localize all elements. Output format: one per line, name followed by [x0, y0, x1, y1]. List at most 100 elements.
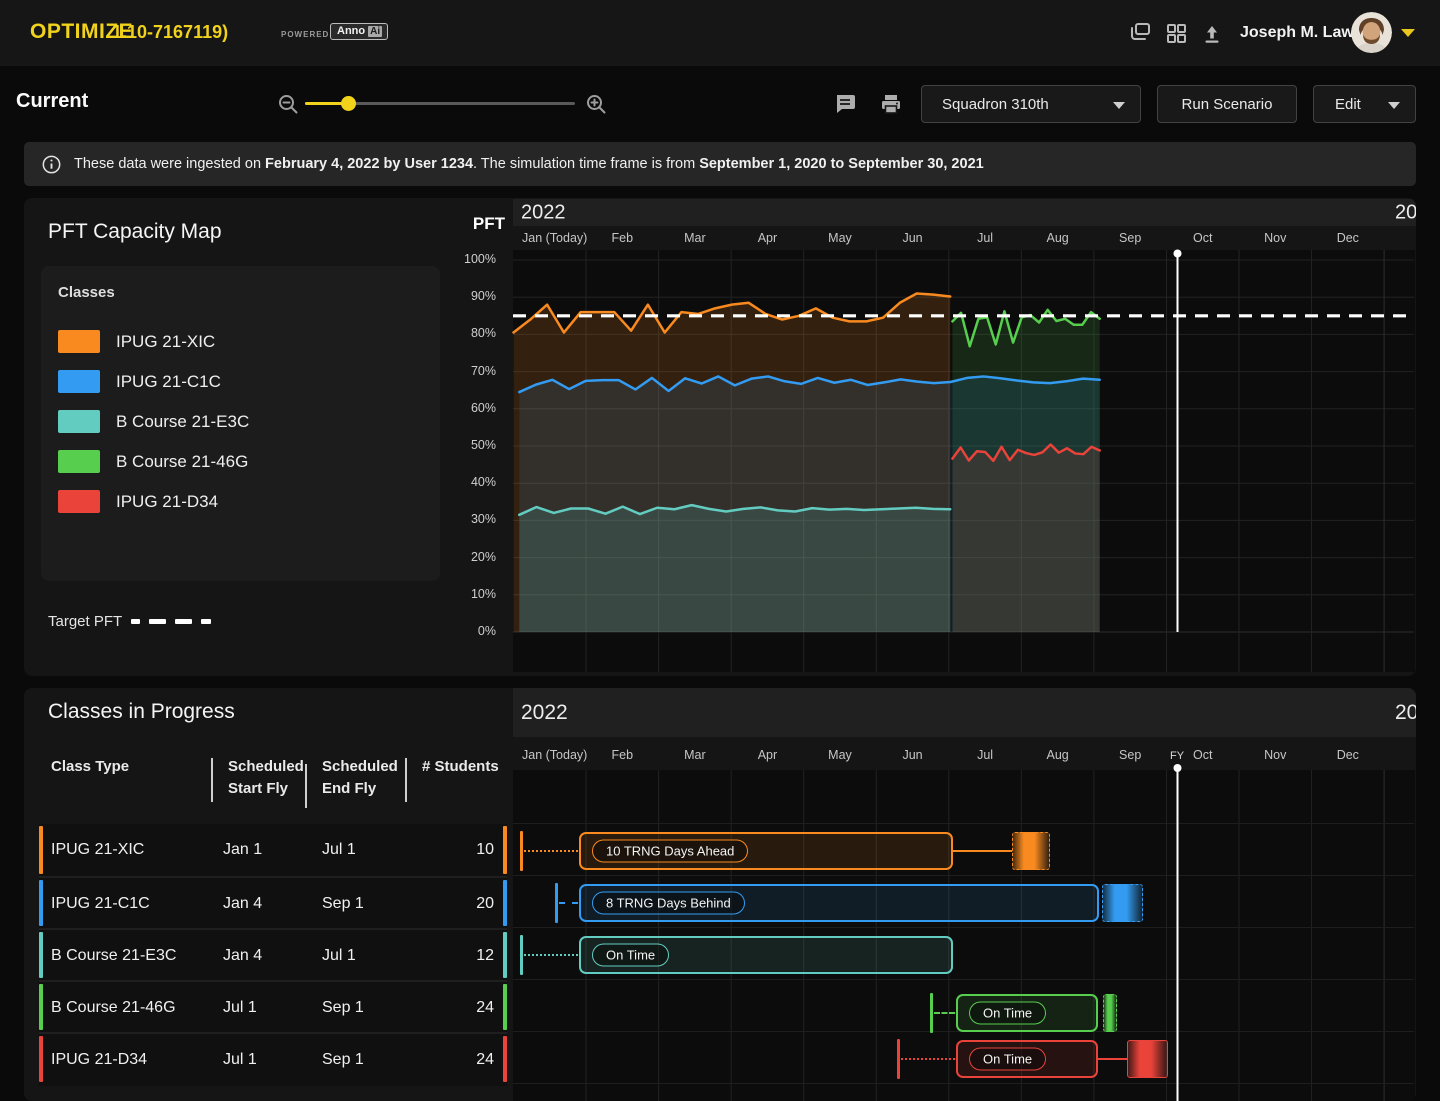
gantt-lead-line-ipug-21-c1c: [559, 902, 578, 904]
anno-brand: Anno: [337, 25, 365, 37]
gantt-start-tick-b-course-21-e3c: [520, 935, 523, 975]
run-scenario-label: Run Scenario: [1182, 96, 1273, 113]
legend-swatch-ipug-21-xic: [58, 330, 100, 353]
grid-view-icon[interactable]: [1164, 21, 1188, 45]
gantt-start-tick-b-course-21-46g: [930, 993, 933, 1033]
ingest-info-banner: These data were ingested on February 4, …: [24, 142, 1416, 186]
anno-ai-badge: Ai: [368, 26, 382, 37]
ingest-info-text: These data were ingested on February 4, …: [74, 156, 984, 172]
squadron-select[interactable]: Squadron 310th: [921, 85, 1141, 123]
view-title: Current: [16, 90, 88, 113]
series-area-b-course-21-e3c: [519, 505, 950, 632]
banner-mid: . The simulation time frame is from: [473, 156, 699, 172]
pft-tick-50: 50%: [436, 438, 496, 452]
gantt-status-pill-b-course-21-e3c: On Time: [592, 944, 669, 967]
pft-capacity-chart: [489, 198, 1416, 676]
app-bar: OPTIMIZE 1.10-7167119) POWERED BY Anno A…: [0, 0, 1440, 66]
gantt-bar-b-course-21-e3c[interactable]: On Time: [579, 936, 953, 974]
timeline-zoom-slider-thumb[interactable]: [341, 96, 356, 111]
pft-tick-80: 80%: [436, 326, 496, 340]
legend-swatch-b-course-21-46g: [58, 450, 100, 473]
edit-button[interactable]: Edit: [1313, 85, 1416, 123]
legend-swatch-b-course-21-e3c: [58, 410, 100, 433]
pft-tick-30: 30%: [436, 512, 496, 526]
pft-tick-90: 90%: [436, 289, 496, 303]
gantt-start-tick-ipug-21-xic: [520, 831, 523, 871]
target-dash: [149, 619, 166, 624]
legend-item-ipug-21-c1c[interactable]: IPUG 21-C1C: [58, 370, 221, 393]
pft-tick-100: 100%: [436, 252, 496, 266]
legend-items: IPUG 21-XIC IPUG 21-C1C B Course 21-E3C B C…: [41, 266, 440, 581]
gantt-bar-ipug-21-xic[interactable]: 10 TRNG Days Ahead: [579, 832, 953, 870]
legend-label: IPUG 21-XIC: [116, 332, 215, 352]
legend-item-ipug-21-xic[interactable]: IPUG 21-XIC: [58, 330, 215, 353]
pft-tick-70: 70%: [436, 364, 496, 378]
run-scenario-button[interactable]: Run Scenario: [1157, 85, 1297, 123]
comment-icon[interactable]: [833, 92, 857, 116]
pft-tick-40: 40%: [436, 475, 496, 489]
gantt-status-pill-b-course-21-46g: On Time: [969, 1002, 1046, 1025]
target-pft-legend: Target PFT: [48, 613, 211, 630]
legend-label: IPUG 21-D34: [116, 492, 218, 512]
classes-in-progress-panel: Classes in Progress Class Type Scheduled…: [24, 688, 1416, 1101]
legend-label: IPUG 21-C1C: [116, 372, 221, 392]
zoom-out-icon[interactable]: [276, 92, 300, 116]
pft-tick-10: 10%: [436, 587, 496, 601]
gantt-lead-line-b-course-21-46g: [934, 1012, 955, 1014]
gantt-status-pill-ipug-21-xic: 10 TRNG Days Ahead: [592, 840, 748, 863]
app-version: 1.10-7167119): [112, 22, 228, 43]
legend-swatch-ipug-21-c1c: [58, 370, 100, 393]
edit-label: Edit: [1335, 96, 1361, 113]
gantt-end-block-ipug-21-xic[interactable]: [1012, 832, 1050, 870]
squadron-select-value: Squadron 310th: [942, 96, 1049, 113]
anno-ai-logo: Anno Ai: [330, 23, 388, 40]
user-menu-caret-icon[interactable]: [1401, 29, 1415, 37]
legend-item-ipug-21-d34[interactable]: IPUG 21-D34: [58, 490, 218, 513]
gantt-lead-line-ipug-21-d34: [901, 1058, 955, 1060]
gantt-connector-ipug-21-d34: [1098, 1058, 1127, 1061]
gantt-end-block-ipug-21-c1c[interactable]: [1102, 884, 1143, 922]
print-icon[interactable]: [879, 92, 903, 116]
pft-tick-0: 0%: [436, 624, 496, 638]
gantt-lead-line-b-course-21-e3c: [524, 954, 578, 956]
upload-icon[interactable]: [1200, 21, 1224, 45]
gantt-bar-ipug-21-c1c[interactable]: 8 TRNG Days Behind: [579, 884, 1099, 922]
pft-capacity-panel: PFT Capacity Map Classes IPUG 21-XICIPUG…: [24, 198, 1416, 676]
gantt-connector-ipug-21-xic: [953, 850, 1012, 853]
gantt-end-block-b-course-21-46g[interactable]: [1103, 994, 1117, 1032]
stacked-windows-icon[interactable]: [1128, 21, 1152, 45]
legend-label: B Course 21-E3C: [116, 412, 249, 432]
pft-panel-title: PFT Capacity Map: [48, 220, 222, 244]
gantt-end-block-ipug-21-d34[interactable]: [1127, 1040, 1168, 1078]
legend-item-b-course-21-e3c[interactable]: B Course 21-E3C: [58, 410, 249, 433]
fy-marker-dot: [1174, 250, 1182, 258]
user-name: Joseph M. Law: [1240, 24, 1354, 42]
legend-swatch-ipug-21-d34: [58, 490, 100, 513]
gantt-start-tick-ipug-21-d34: [897, 1039, 900, 1079]
chevron-down-icon: [1113, 102, 1125, 109]
banner-timeframe: September 1, 2020 to September 30, 2021: [699, 156, 984, 172]
gantt-status-pill-ipug-21-c1c: 8 TRNG Days Behind: [592, 892, 745, 915]
gantt-bar-ipug-21-d34[interactable]: On Time: [956, 1040, 1098, 1078]
banner-prefix: These data were ingested on: [74, 156, 265, 172]
gantt-status-pill-ipug-21-d34: On Time: [969, 1048, 1046, 1071]
banner-ingested-date: February 4, 2022 by User 1234: [265, 156, 473, 172]
gantt-bars: 10 TRNG Days Ahead 8 TRNG Days Behind On T…: [24, 688, 1416, 1101]
target-dash: [131, 619, 140, 624]
target-dash: [201, 619, 211, 624]
zoom-in-icon[interactable]: [584, 92, 608, 116]
gantt-bar-b-course-21-46g[interactable]: On Time: [956, 994, 1098, 1032]
classes-legend-card: Classes IPUG 21-XICIPUG 21-C1CB Course 2…: [41, 266, 440, 581]
gantt-start-tick-ipug-21-c1c: [555, 883, 558, 923]
avatar[interactable]: [1351, 12, 1392, 53]
info-icon: [42, 155, 61, 174]
target-dash: [175, 619, 192, 624]
pft-tick-20: 20%: [436, 550, 496, 564]
target-pft-label: Target PFT: [48, 613, 122, 630]
legend-item-b-course-21-46g[interactable]: B Course 21-46G: [58, 450, 248, 473]
chevron-down-icon: [1388, 102, 1400, 109]
gantt-lead-line-ipug-21-xic: [524, 850, 578, 852]
legend-label: B Course 21-46G: [116, 452, 248, 472]
dashboard: OPTIMIZE 1.10-7167119) POWERED BY Anno A…: [0, 0, 1440, 1101]
pft-tick-60: 60%: [436, 401, 496, 415]
